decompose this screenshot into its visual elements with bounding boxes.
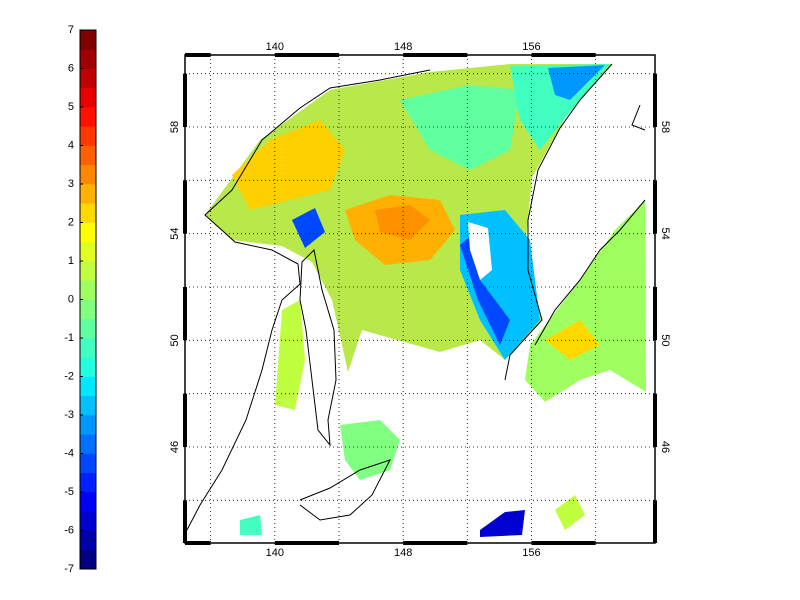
field-patch: [400, 85, 520, 170]
colorbar-band: [80, 530, 96, 551]
colorbar-tick-label: 0: [68, 293, 74, 305]
coastline: [299, 459, 392, 521]
colorbar-band: [80, 203, 96, 223]
field-patch: [468, 222, 492, 280]
field-patch: [240, 515, 262, 535]
colorbar-band: [80, 415, 96, 435]
colorbar-band: [80, 376, 96, 397]
coastline: [186, 69, 431, 531]
lon-tick-label: 148: [394, 41, 412, 53]
colorbar-band: [80, 472, 96, 493]
coastline: [534, 199, 646, 346]
colorbar-tick-label: 4: [68, 139, 74, 151]
colorbar-band: [80, 164, 96, 185]
coastline: [631, 104, 646, 131]
colorbar-band: [80, 87, 96, 108]
colorbar-band: [80, 280, 96, 300]
field-patch: [555, 495, 585, 530]
field-patch: [275, 300, 305, 410]
colorbar-band: [80, 453, 96, 474]
lon-tick-label: 156: [522, 41, 540, 53]
field-patch: [480, 510, 525, 537]
lat-tick-label: 46: [169, 441, 181, 453]
colorbar-tick-label: 3: [68, 178, 74, 190]
colorbar-tick-label: -3: [64, 409, 74, 421]
colorbar-band: [80, 126, 96, 146]
colorbar-band: [80, 184, 96, 204]
colorbar-band: [80, 357, 96, 377]
lat-tick-label: 54: [169, 228, 181, 240]
field-patch: [232, 120, 345, 210]
data-field: [205, 64, 646, 537]
lat-tick-label: 58: [169, 121, 181, 133]
coastline: [504, 63, 613, 381]
coastline: [299, 248, 337, 447]
field-patch: [545, 320, 600, 360]
colorbar-band: [80, 434, 96, 454]
colorbar-band: [80, 511, 96, 531]
field-patch: [460, 230, 510, 345]
field-patch: [292, 208, 325, 248]
graticule: [185, 55, 655, 543]
colorbar-band: [80, 338, 96, 358]
colorbar-band: [80, 30, 96, 50]
lat-tick-label: 46: [659, 441, 671, 453]
colorbar-tick-label: -1: [64, 332, 74, 344]
colorbar-tick-label: -2: [64, 370, 74, 382]
lat-tick-label: 54: [659, 228, 671, 240]
colorbar-band: [80, 49, 96, 69]
field-patch: [510, 64, 610, 150]
colorbar-tick-label: 1: [68, 255, 74, 267]
field-patch: [340, 420, 400, 480]
colorbar-tick-label: 6: [68, 62, 74, 74]
colorbar-band: [80, 222, 96, 243]
field-patch: [548, 65, 605, 100]
colorbar-tick-label: -5: [64, 486, 74, 498]
lat-tick-label: 50: [659, 334, 671, 346]
colorbar-band: [80, 68, 96, 89]
colorbar-tick-label: -7: [64, 563, 74, 575]
colorbar-tick-label: -4: [64, 447, 74, 459]
lon-tick-label: 140: [266, 547, 284, 559]
lat-tick-label: 58: [659, 121, 671, 133]
colorbar-band: [80, 107, 96, 127]
lon-tick-label: 156: [522, 547, 540, 559]
colorbar-tick-label: 5: [68, 101, 74, 113]
colorbar-band: [80, 145, 96, 166]
lon-tick-label: 140: [266, 41, 284, 53]
coastline: [186, 63, 646, 531]
colorbar-tick-label: -6: [64, 524, 74, 536]
field-patch: [525, 200, 646, 402]
colorbar-tick-label: 7: [68, 24, 74, 36]
colorbar-band: [80, 318, 96, 339]
colorbar-band: [80, 261, 96, 281]
colorbar-band: [80, 395, 96, 416]
colorbar-band: [80, 492, 96, 512]
colorbar-tick-label: 2: [68, 216, 74, 228]
lat-tick-label: 50: [169, 334, 181, 346]
colorbar-band: [80, 549, 96, 570]
field-patch: [375, 205, 430, 240]
lon-tick-label: 148: [394, 547, 412, 559]
colorbar-band: [80, 299, 96, 320]
colorbar-band: [80, 241, 96, 262]
